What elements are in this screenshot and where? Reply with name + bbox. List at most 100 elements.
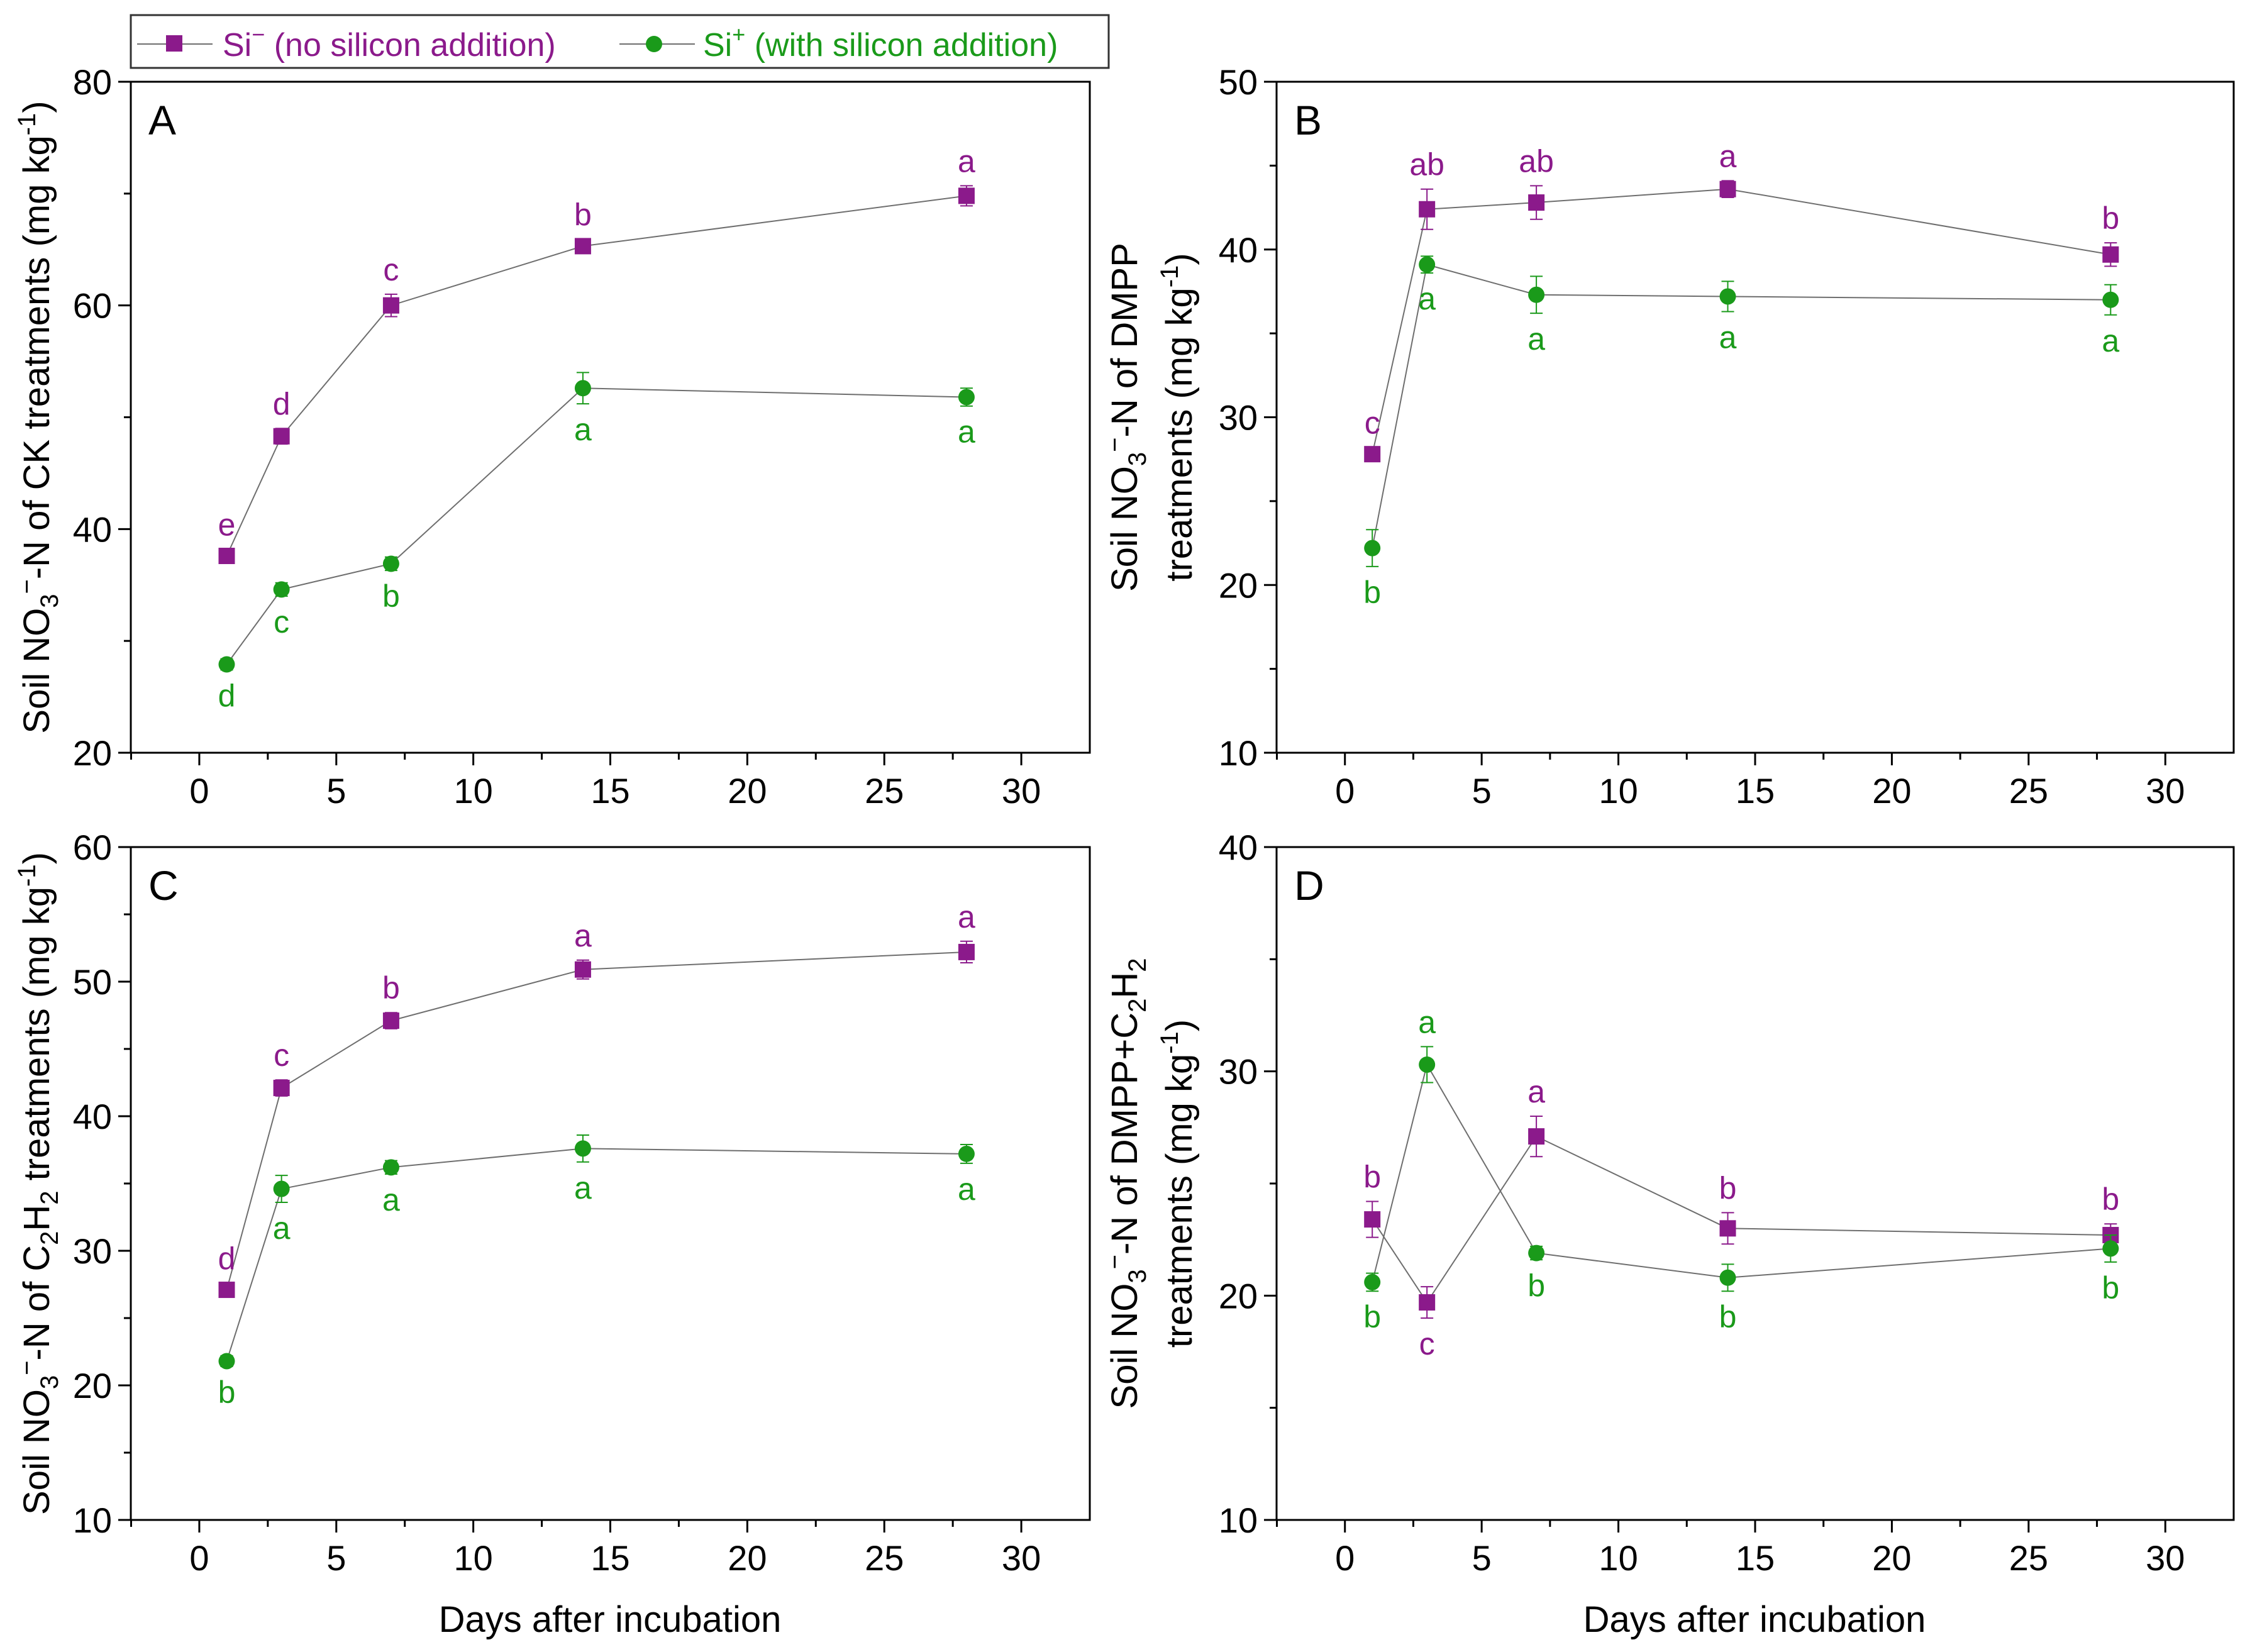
x-tick-label: 20	[1872, 771, 1911, 811]
x-tick-label: 10	[1599, 771, 1638, 811]
data-point-circle	[1419, 1056, 1436, 1073]
significance-label: d	[273, 386, 291, 421]
data-point-square	[1528, 194, 1545, 211]
significance-label: b	[218, 1375, 236, 1410]
significance-label: b	[1719, 1170, 1737, 1206]
x-tick-label: 15	[1736, 771, 1775, 811]
ylabel-sup: −	[13, 579, 41, 594]
panel-d-label: D	[1294, 862, 1324, 909]
significance-label: a	[382, 1182, 400, 1217]
panel-b-y-axis-title-line2: treatments (mg kg-1)	[1156, 253, 1200, 581]
series-si-plus: b a a a a	[218, 1134, 975, 1410]
significance-label: a	[958, 414, 975, 450]
panel-d: 0 5 10 15 20 25 30 10 20 30 40 D Soil NO3−-N of DMPP…	[1101, 828, 2235, 1578]
data-point-square	[1364, 446, 1381, 463]
data-point-circle	[1719, 288, 1736, 305]
data-point-circle	[1528, 286, 1545, 303]
y-tick-label: 40	[73, 509, 112, 549]
legend-si-plus-text: (with silicon addition)	[745, 27, 1058, 64]
panel-d-y-axis-title: Soil NO3−-N of DMPP+C2H2	[1101, 958, 1151, 1409]
y-tick-label: 60	[73, 828, 112, 867]
x-tick-label: 25	[865, 771, 904, 811]
ylabel-text: -N of DMPP	[1104, 243, 1145, 437]
ylabel-text: H	[1104, 972, 1145, 999]
x-tick-label: 15	[1736, 1538, 1775, 1578]
significance-label: a	[574, 918, 592, 953]
x-tick-label: 5	[1472, 1538, 1492, 1578]
series-si-plus: b a b b b	[1363, 1004, 2119, 1334]
ylabel-text: -N of C	[16, 1245, 57, 1361]
series-si-minus: e d c b a	[218, 143, 975, 565]
data-point-circle	[2102, 291, 2119, 308]
ylabel-sup: −	[1101, 437, 1129, 452]
significance-label: b	[1363, 575, 1381, 610]
ylabel-sub: 2	[36, 1231, 64, 1245]
significance-label: b	[2102, 201, 2119, 236]
series-line	[226, 951, 967, 1290]
data-point-circle	[1419, 256, 1436, 273]
series-si-plus: b a a a a	[1363, 255, 2119, 610]
x-tick-label: 5	[326, 771, 346, 811]
significance-label: d	[218, 678, 236, 713]
ylabel-sub: 3	[36, 1375, 64, 1389]
x-tick-label: 30	[2146, 771, 2185, 811]
y-tick-label: 60	[73, 286, 112, 326]
series-line	[226, 195, 967, 557]
legend-frame	[130, 14, 1110, 69]
series-line	[1372, 188, 2111, 455]
series-line	[1372, 1063, 2111, 1283]
x-tick-label: 15	[590, 771, 629, 811]
panel-b-frame	[1275, 80, 2235, 754]
x-tick-label: 10	[453, 771, 492, 811]
panel-b-label: B	[1294, 97, 1322, 143]
ylabel-sup: −	[1101, 1255, 1129, 1269]
panel-b: 0 5 10 15 20 25 30 10 20 30 40 50 B Soil NO3−-N of DM…	[1101, 62, 2235, 811]
x-tick-label: 30	[1002, 771, 1041, 811]
x-tick-label: 0	[1335, 1538, 1355, 1578]
ylabel-sup: -1	[13, 113, 41, 136]
panel-c: 0 5 10 15 20 25 30 10 20 30 40 50 60 C Soil NO3−-N of …	[13, 828, 1091, 1578]
panel-c-label: C	[148, 862, 179, 909]
y-tick-label: 50	[1219, 62, 1258, 102]
data-point-square	[1719, 180, 1736, 197]
data-point-circle	[2102, 1240, 2119, 1257]
ylabel-text: )	[1159, 1019, 1200, 1031]
ylabel-text: )	[1159, 253, 1200, 265]
significance-label: ab	[1519, 143, 1554, 179]
x-tick-label: 5	[326, 1538, 346, 1578]
ylabel-text: Soil NO	[16, 608, 57, 734]
data-point-square	[2102, 246, 2119, 263]
significance-label: b	[1527, 1268, 1545, 1303]
x-tick-label: 20	[728, 1538, 767, 1578]
data-point-circle	[1719, 1269, 1736, 1286]
panel-b-y-axis-title: Soil NO3−-N of DMPP	[1101, 243, 1151, 592]
significance-label: b	[2102, 1182, 2119, 1217]
data-point-circle	[1364, 1273, 1381, 1290]
significance-label: b	[1719, 1299, 1737, 1334]
data-point-square	[382, 297, 399, 314]
significance-label: d	[218, 1241, 236, 1276]
panel-d-frame	[1275, 846, 2235, 1521]
significance-label: b	[382, 579, 400, 614]
data-point-circle	[218, 656, 235, 673]
legend-si-minus-marker	[166, 35, 182, 52]
significance-label: c	[274, 1038, 289, 1073]
significance-label: a	[574, 412, 592, 447]
significance-label: c	[1365, 406, 1380, 441]
significance-label: a	[1418, 1004, 1436, 1039]
data-point-square	[958, 943, 975, 960]
data-point-square	[218, 1282, 235, 1299]
ylabel-text: )	[16, 852, 57, 864]
ylabel-text: treatments (mg kg	[1159, 1054, 1200, 1348]
series-line	[1372, 263, 2111, 548]
ylabel-sub: 2	[1124, 999, 1151, 1012]
legend: Si− (no silicon addition) Si+ (with sili…	[130, 14, 1110, 69]
series-line	[226, 1148, 967, 1361]
significance-label: a	[958, 143, 975, 179]
ylabel-sup: −	[13, 1361, 41, 1375]
ylabel-text: -N of DMPP+C	[1104, 1012, 1145, 1255]
y-tick-label: 20	[1219, 565, 1258, 605]
y-tick-label: 10	[73, 1500, 112, 1540]
data-point-square	[1719, 1220, 1736, 1237]
